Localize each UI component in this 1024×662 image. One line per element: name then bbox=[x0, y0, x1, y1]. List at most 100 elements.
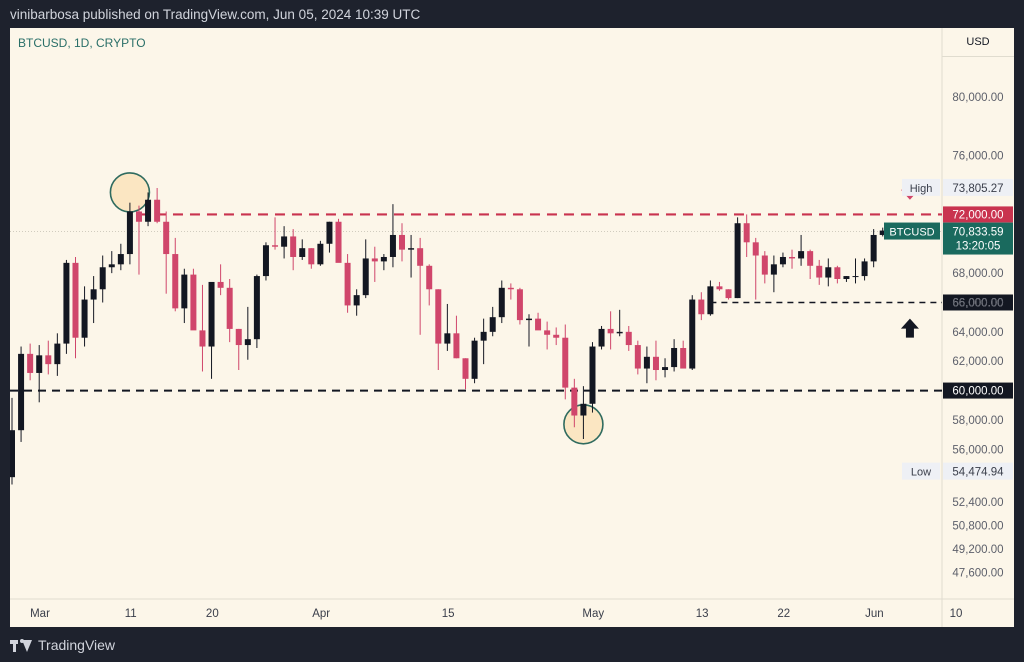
candle-body[interactable] bbox=[652, 356, 659, 371]
candle-body[interactable] bbox=[807, 251, 814, 266]
candle-body[interactable] bbox=[299, 248, 306, 257]
candle-body[interactable] bbox=[344, 262, 351, 306]
candle-body[interactable] bbox=[371, 258, 378, 262]
candle-body[interactable] bbox=[489, 317, 496, 332]
candle-body[interactable] bbox=[707, 286, 714, 315]
candle-body[interactable] bbox=[770, 264, 777, 275]
candle-body[interactable] bbox=[326, 221, 333, 244]
candle-body[interactable] bbox=[516, 289, 523, 321]
candle-body[interactable] bbox=[145, 199, 152, 222]
candle-body[interactable] bbox=[562, 337, 569, 388]
candle-body[interactable] bbox=[253, 276, 260, 340]
candle-body[interactable] bbox=[861, 261, 868, 277]
candle-body[interactable] bbox=[816, 265, 823, 278]
candle-body[interactable] bbox=[380, 256, 387, 262]
candle-body[interactable] bbox=[444, 333, 451, 344]
candle-body[interactable] bbox=[662, 367, 669, 371]
candle-body[interactable] bbox=[580, 403, 587, 416]
candle-body[interactable] bbox=[117, 254, 124, 265]
candle-body[interactable] bbox=[317, 243, 324, 265]
candle-body[interactable] bbox=[734, 223, 741, 299]
candle-body[interactable] bbox=[10, 430, 15, 478]
x-tick-label: May bbox=[582, 608, 604, 620]
candle-body[interactable] bbox=[417, 248, 424, 266]
candle-body[interactable] bbox=[798, 251, 805, 259]
candle-body[interactable] bbox=[172, 254, 179, 309]
candle-body[interactable] bbox=[634, 345, 641, 369]
candle-body[interactable] bbox=[99, 267, 106, 290]
candle-body[interactable] bbox=[199, 330, 206, 347]
candle-body[interactable] bbox=[507, 287, 514, 290]
candle-body[interactable] bbox=[498, 287, 505, 318]
candle-body[interactable] bbox=[54, 343, 61, 365]
candle-body[interactable] bbox=[27, 353, 34, 373]
candle-body[interactable] bbox=[217, 281, 224, 288]
candle-body[interactable] bbox=[290, 236, 297, 257]
candle-body[interactable] bbox=[72, 262, 79, 338]
candle-body[interactable] bbox=[181, 274, 188, 309]
candle-body[interactable] bbox=[743, 223, 750, 243]
candle-body[interactable] bbox=[716, 286, 723, 290]
candle-body[interactable] bbox=[235, 328, 242, 346]
candle-body[interactable] bbox=[843, 276, 850, 280]
candle-body[interactable] bbox=[90, 289, 97, 300]
candle-body[interactable] bbox=[725, 289, 732, 299]
candle-body[interactable] bbox=[272, 245, 279, 247]
candle-body[interactable] bbox=[63, 262, 70, 344]
currency-label[interactable]: USD bbox=[942, 28, 1014, 57]
candle-body[interactable] bbox=[870, 234, 877, 262]
candle-body[interactable] bbox=[535, 318, 542, 331]
candle-body[interactable] bbox=[163, 221, 170, 255]
candle-body[interactable] bbox=[834, 267, 841, 280]
candle-body[interactable] bbox=[480, 331, 487, 341]
candle-body[interactable] bbox=[135, 211, 142, 222]
candle-body[interactable] bbox=[553, 334, 560, 338]
candle-body[interactable] bbox=[544, 330, 551, 335]
candle-body[interactable] bbox=[752, 242, 759, 256]
candle-body[interactable] bbox=[45, 355, 52, 365]
candle-body[interactable] bbox=[879, 230, 886, 235]
candlestick-chart[interactable]: 72,000.00 66,000.00 60,000.00 80,000.00 76,0… bbox=[10, 28, 1014, 627]
candle-body[interactable] bbox=[281, 236, 288, 247]
candle-body[interactable] bbox=[389, 234, 396, 257]
candle-body[interactable] bbox=[308, 248, 315, 265]
candle-body[interactable] bbox=[607, 328, 614, 334]
candle-body[interactable] bbox=[154, 199, 161, 222]
candle-body[interactable] bbox=[471, 340, 478, 379]
candle-body[interactable] bbox=[108, 264, 115, 268]
candle-body[interactable] bbox=[761, 255, 768, 275]
candle-body[interactable] bbox=[525, 318, 532, 321]
candle-body[interactable] bbox=[226, 287, 233, 329]
candle-body[interactable] bbox=[453, 333, 460, 359]
candle-body[interactable] bbox=[190, 274, 197, 331]
candle-body[interactable] bbox=[36, 355, 43, 373]
candle-body[interactable] bbox=[353, 295, 360, 306]
candle-body[interactable] bbox=[244, 339, 251, 346]
candle-body[interactable] bbox=[408, 248, 415, 250]
candle-body[interactable] bbox=[399, 234, 406, 250]
candle-body[interactable] bbox=[335, 221, 342, 263]
candle-body[interactable] bbox=[18, 353, 25, 431]
candle-body[interactable] bbox=[462, 358, 469, 379]
candle-body[interactable] bbox=[81, 299, 88, 338]
candle-body[interactable] bbox=[126, 211, 133, 255]
candle-body[interactable] bbox=[598, 328, 605, 347]
candle-body[interactable] bbox=[671, 347, 678, 368]
candle-body[interactable] bbox=[698, 299, 705, 315]
candle-body[interactable] bbox=[825, 267, 832, 278]
candle-body[interactable] bbox=[435, 289, 442, 344]
candle-body[interactable] bbox=[625, 331, 632, 346]
candle-body[interactable] bbox=[852, 276, 859, 278]
candle-body[interactable] bbox=[779, 256, 786, 265]
candle-body[interactable] bbox=[262, 245, 269, 277]
candle-body[interactable] bbox=[789, 256, 796, 259]
candle-body[interactable] bbox=[426, 265, 433, 290]
candle-body[interactable] bbox=[589, 346, 596, 404]
candle-body[interactable] bbox=[362, 258, 369, 296]
candle-body[interactable] bbox=[208, 281, 215, 347]
candle-body[interactable] bbox=[616, 331, 623, 334]
candle-body[interactable] bbox=[689, 299, 696, 369]
candle-body[interactable] bbox=[680, 347, 687, 369]
candle-body[interactable] bbox=[643, 356, 650, 369]
candle-body[interactable] bbox=[571, 387, 578, 416]
